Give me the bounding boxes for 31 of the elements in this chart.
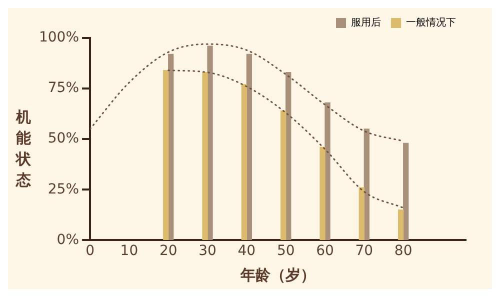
bar — [324, 102, 330, 240]
bar — [358, 187, 365, 240]
bar — [280, 110, 286, 240]
x-tick-label: 50 — [276, 243, 295, 260]
bar — [398, 210, 404, 240]
x-tick-label: 40 — [238, 243, 256, 260]
x-tick-label: 30 — [198, 243, 216, 260]
bar — [320, 146, 326, 240]
y-tick-label: 25% — [48, 181, 80, 198]
x-axis-title: 年龄（岁） — [240, 266, 316, 284]
x-tick-label: 0 — [86, 243, 94, 260]
y-axis-title: 机能状态 — [16, 106, 32, 190]
bar — [163, 70, 169, 240]
bar — [286, 72, 292, 240]
legend-label: 一般情况下 — [406, 16, 456, 29]
y-tick-label: 50% — [48, 130, 80, 147]
bar — [202, 72, 208, 240]
x-tick-label: 10 — [120, 243, 138, 260]
bar — [207, 46, 213, 240]
y-tick-label: 100% — [38, 30, 80, 46]
legend-label: 服用后 — [351, 16, 381, 29]
x-tick-label: 80 — [394, 243, 412, 260]
y-tick-label: 0% — [56, 232, 80, 248]
x-tick-label: 20 — [159, 243, 178, 260]
bar — [403, 142, 409, 240]
bar — [241, 84, 248, 240]
x-tick-label: 70 — [355, 243, 374, 260]
line-series — [168, 70, 404, 209]
x-tick-label: 60 — [316, 243, 334, 260]
bar — [364, 128, 370, 240]
y-tick-label: 75% — [48, 80, 80, 96]
